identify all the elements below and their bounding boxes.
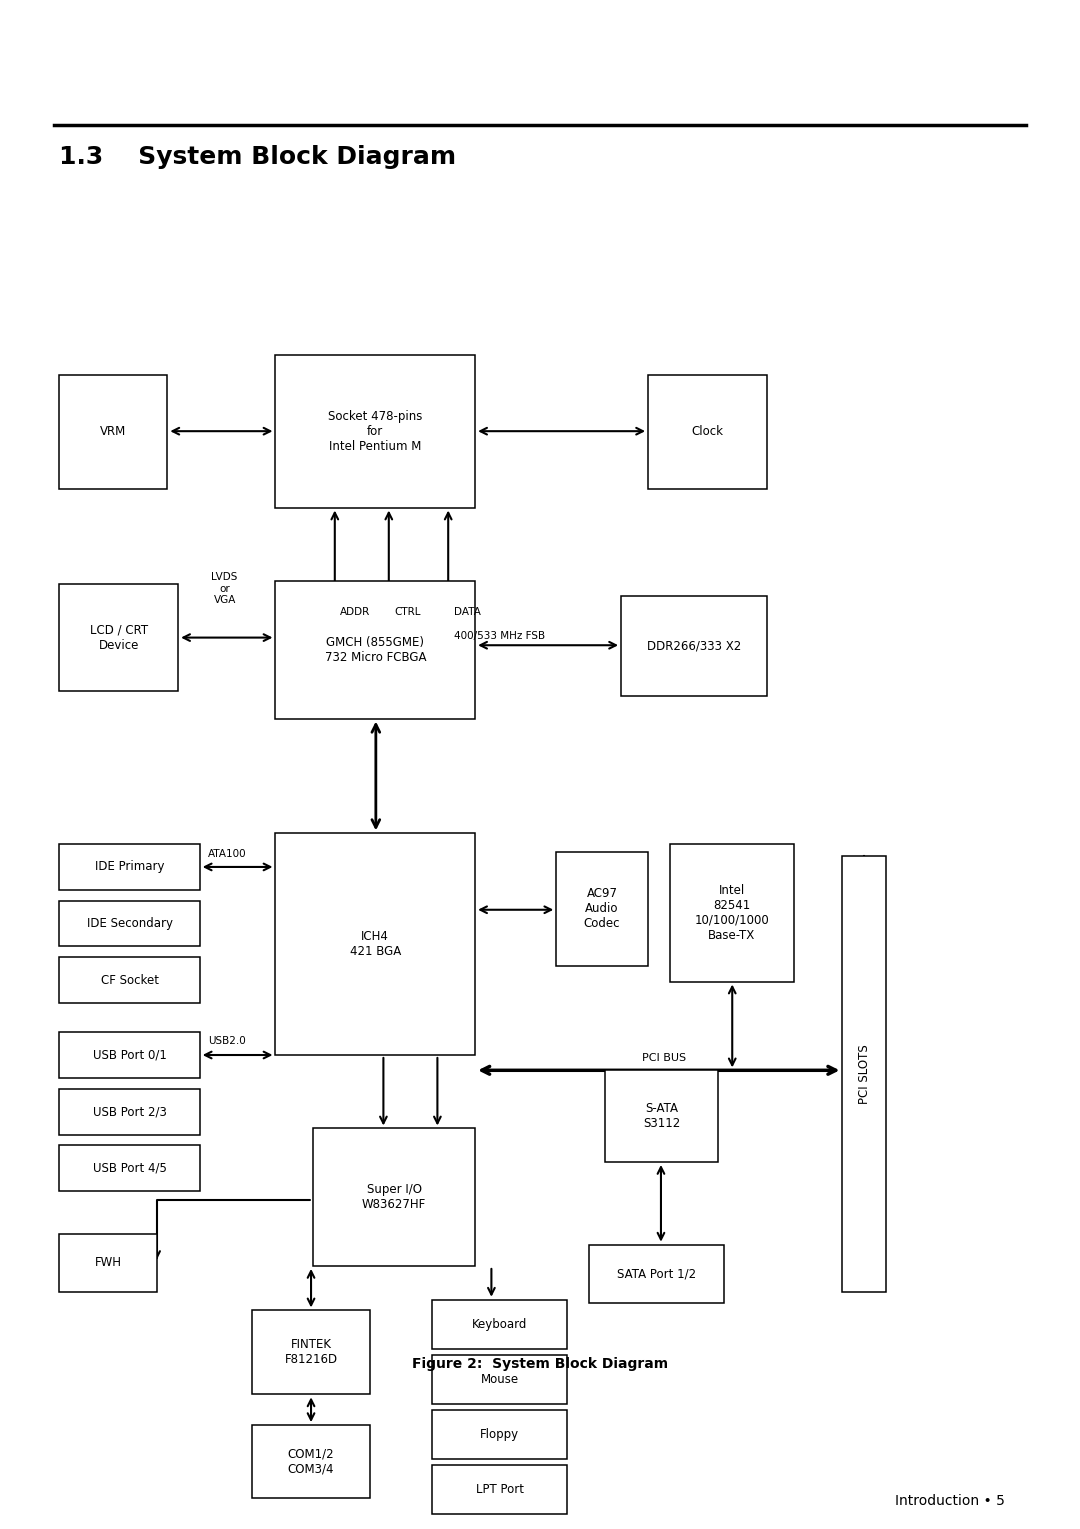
Text: ICH4
421 BGA: ICH4 421 BGA: [350, 930, 401, 959]
Text: USB Port 4/5: USB Port 4/5: [93, 1162, 166, 1174]
FancyBboxPatch shape: [432, 1465, 567, 1514]
Text: VRM: VRM: [100, 425, 126, 439]
FancyBboxPatch shape: [605, 1070, 718, 1162]
FancyBboxPatch shape: [432, 1355, 567, 1404]
Text: USB Port 0/1: USB Port 0/1: [93, 1049, 166, 1061]
FancyBboxPatch shape: [556, 852, 648, 966]
FancyBboxPatch shape: [275, 355, 475, 508]
Text: PCI BUS: PCI BUS: [643, 1052, 686, 1063]
FancyBboxPatch shape: [59, 957, 200, 1003]
FancyBboxPatch shape: [842, 856, 886, 1292]
Text: LVDS
or
VGA: LVDS or VGA: [212, 572, 238, 605]
Text: FINTEK
F81216D: FINTEK F81216D: [284, 1338, 338, 1367]
FancyBboxPatch shape: [648, 375, 767, 489]
Text: IDE Primary: IDE Primary: [95, 861, 164, 873]
FancyBboxPatch shape: [59, 844, 200, 890]
FancyBboxPatch shape: [59, 1145, 200, 1191]
Text: DATA: DATA: [454, 607, 481, 616]
Text: Intel
82541
10/100/1000
Base-TX: Intel 82541 10/100/1000 Base-TX: [694, 884, 769, 942]
FancyBboxPatch shape: [432, 1300, 567, 1349]
Text: Super I/O
W83627HF: Super I/O W83627HF: [362, 1183, 427, 1211]
Text: FWH: FWH: [95, 1257, 121, 1269]
Text: S-ATA
S3112: S-ATA S3112: [643, 1102, 680, 1130]
FancyBboxPatch shape: [589, 1245, 724, 1303]
Text: USB2.0: USB2.0: [208, 1035, 245, 1046]
FancyBboxPatch shape: [59, 1234, 157, 1292]
FancyBboxPatch shape: [252, 1310, 370, 1394]
FancyBboxPatch shape: [59, 584, 178, 691]
FancyBboxPatch shape: [59, 1089, 200, 1135]
Text: Mouse: Mouse: [481, 1373, 518, 1385]
FancyBboxPatch shape: [59, 1032, 200, 1078]
FancyBboxPatch shape: [59, 375, 167, 489]
Text: Socket 478-pins
for
Intel Pentium M: Socket 478-pins for Intel Pentium M: [328, 410, 422, 453]
FancyBboxPatch shape: [275, 581, 475, 719]
FancyBboxPatch shape: [621, 596, 767, 696]
FancyBboxPatch shape: [432, 1410, 567, 1459]
FancyBboxPatch shape: [275, 833, 475, 1055]
Text: Figure 2:  System Block Diagram: Figure 2: System Block Diagram: [411, 1356, 669, 1372]
FancyBboxPatch shape: [313, 1128, 475, 1266]
Text: CF Socket: CF Socket: [100, 974, 159, 986]
Text: DDR266/333 X2: DDR266/333 X2: [647, 639, 741, 653]
Text: PCI SLOTS: PCI SLOTS: [858, 1044, 870, 1104]
Text: Floppy: Floppy: [480, 1428, 519, 1440]
FancyBboxPatch shape: [59, 901, 200, 946]
Text: LPT Port: LPT Port: [475, 1483, 524, 1495]
Text: AC97
Audio
Codec: AC97 Audio Codec: [584, 887, 620, 931]
Text: GMCH (855GME)
732 Micro FCBGA: GMCH (855GME) 732 Micro FCBGA: [325, 636, 426, 664]
Text: Keyboard: Keyboard: [472, 1318, 527, 1330]
FancyBboxPatch shape: [252, 1425, 370, 1498]
Text: IDE Secondary: IDE Secondary: [86, 917, 173, 930]
Text: CTRL: CTRL: [394, 607, 421, 616]
Text: COM1/2
COM3/4: COM1/2 COM3/4: [287, 1448, 335, 1475]
Text: Clock: Clock: [691, 425, 724, 439]
Text: 1.3    System Block Diagram: 1.3 System Block Diagram: [59, 145, 457, 170]
Text: USB Port 2/3: USB Port 2/3: [93, 1105, 166, 1118]
Text: SATA Port 1/2: SATA Port 1/2: [617, 1268, 696, 1280]
Text: ATA100: ATA100: [207, 849, 246, 859]
Text: LCD / CRT
Device: LCD / CRT Device: [90, 624, 148, 651]
Text: 400/533 MHz FSB: 400/533 MHz FSB: [454, 631, 544, 642]
Text: ADDR: ADDR: [340, 607, 370, 616]
FancyBboxPatch shape: [670, 844, 794, 982]
Text: Introduction • 5: Introduction • 5: [894, 1494, 1004, 1509]
